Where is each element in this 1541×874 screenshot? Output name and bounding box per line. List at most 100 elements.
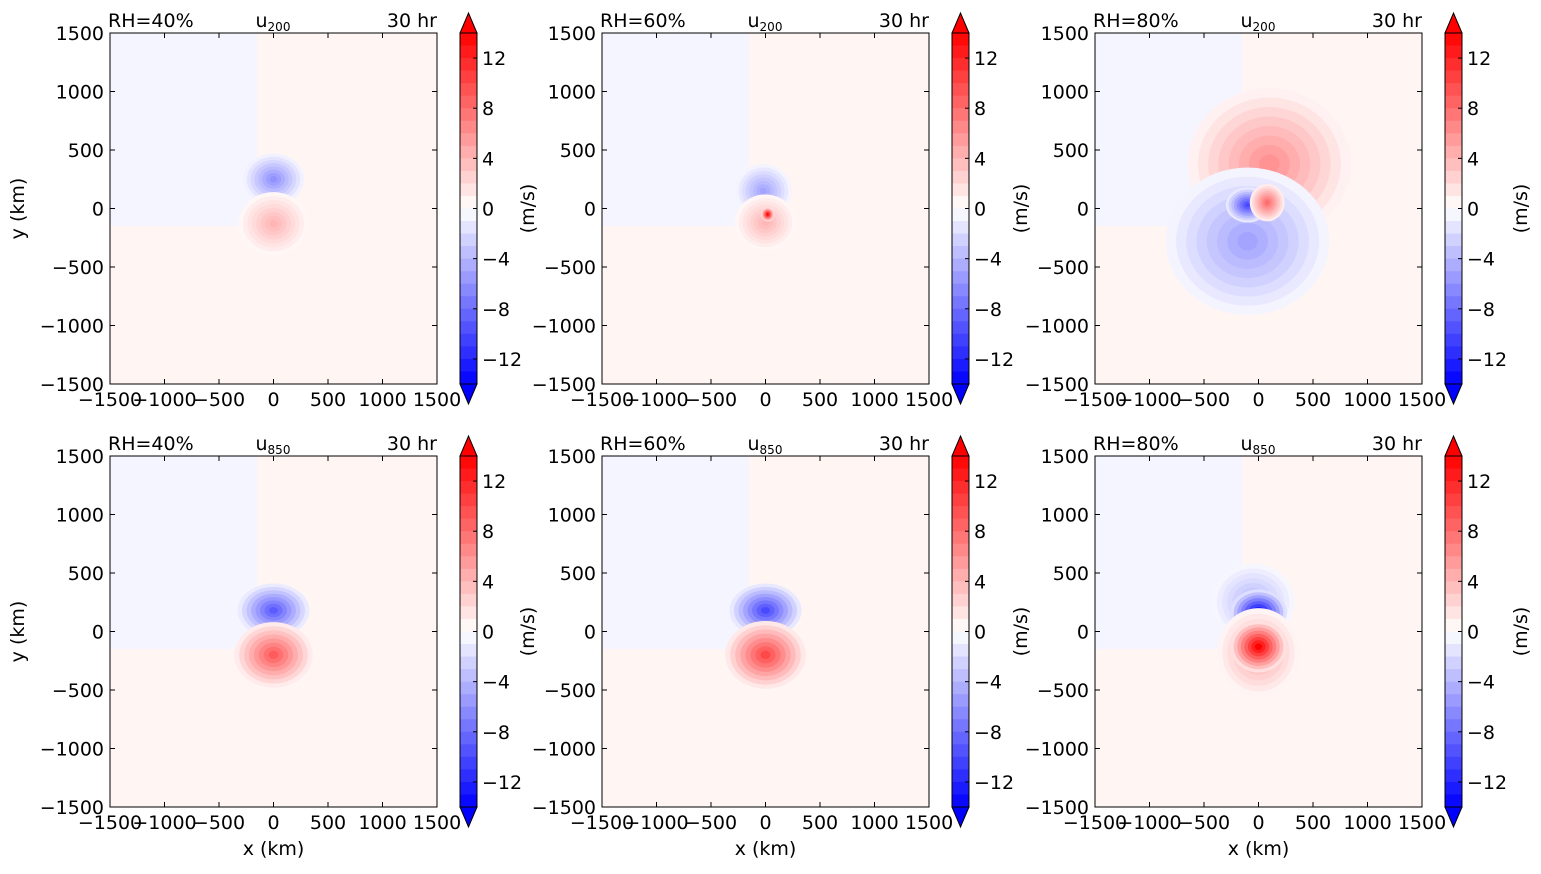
x-tick-label: −1000 xyxy=(624,812,688,834)
x-tick-label: 500 xyxy=(310,812,346,834)
title-left: RH=40% xyxy=(108,10,194,32)
y-tick-label: −1000 xyxy=(1025,316,1089,338)
title-right: 30 hr xyxy=(879,10,929,32)
colorbar-segment xyxy=(1445,593,1462,607)
colorbar-segment xyxy=(1445,456,1462,470)
anomaly-neg-0-level-7 xyxy=(759,187,767,195)
colorbar-segment xyxy=(952,556,969,570)
x-tick-label: 500 xyxy=(1295,812,1331,834)
y-tick-label: −500 xyxy=(544,257,596,279)
y-tick-label: 500 xyxy=(560,563,596,585)
colorbar-segment xyxy=(1445,145,1462,159)
x-tick-label: 1500 xyxy=(1398,389,1446,411)
colorbar-segment xyxy=(1445,221,1462,235)
colorbar-segment xyxy=(952,506,969,520)
x-tick-label: 1500 xyxy=(413,389,461,411)
field-weak-negative xyxy=(110,456,258,650)
title-right: 30 hr xyxy=(879,433,929,455)
y-tick-label: −1500 xyxy=(532,797,596,819)
colorbar-tick-label: −12 xyxy=(974,772,1014,794)
panel-u200-80: −1500−1000−500 0 500 1000 1500150010005000−5… xyxy=(1010,10,1507,411)
y-tick-label: −1500 xyxy=(532,374,596,396)
colorbar-segment xyxy=(460,518,477,532)
anomaly-pos-0-level-7 xyxy=(1259,154,1280,174)
colorbar-segment xyxy=(952,70,969,84)
colorbar-segment xyxy=(460,456,477,470)
colorbar-segment xyxy=(952,271,969,285)
colorbar-tick-label: −12 xyxy=(482,772,522,794)
colorbar-segment xyxy=(952,669,969,683)
colorbar-segment xyxy=(952,481,969,495)
colorbar-tick-label: 4 xyxy=(482,148,494,170)
colorbar-tick-label: 4 xyxy=(974,148,986,170)
y-tick-label: −500 xyxy=(544,680,596,702)
colorbar-extend-max xyxy=(459,11,478,34)
title-center: u850 xyxy=(256,433,291,457)
colorbar-segment xyxy=(460,371,477,385)
colorbar-segment xyxy=(952,518,969,532)
colorbar-tick-label: −8 xyxy=(482,299,510,321)
x-tick-label: −1000 xyxy=(624,389,688,411)
colorbar-segment xyxy=(1445,631,1462,645)
title-center: u200 xyxy=(748,10,783,34)
colorbar-label: (m/s) xyxy=(1010,184,1032,234)
anomaly-pos-3-level-7 xyxy=(1254,643,1263,650)
y-tick-label: −1500 xyxy=(40,797,104,819)
x-tick-label: 0 xyxy=(759,812,771,834)
anomaly-pos-1-level-7 xyxy=(268,650,279,659)
colorbar-segment xyxy=(952,531,969,545)
panel-u850-60: −1500−1000−500 0 500 1000 1500150010005000−5… xyxy=(517,433,1014,860)
colorbar-segment xyxy=(952,694,969,708)
colorbar-segment xyxy=(952,108,969,122)
colorbar-segment xyxy=(460,669,477,683)
colorbar: 12 8 4 0 −4 −8 −12 xyxy=(459,11,522,406)
colorbar-segment xyxy=(460,706,477,720)
colorbar-extend-max xyxy=(459,434,478,457)
colorbar-segment xyxy=(952,258,969,272)
colorbar-segment xyxy=(1445,656,1462,670)
field-layer xyxy=(1095,456,1300,698)
colorbar-segment xyxy=(1445,493,1462,507)
colorbar-segment xyxy=(1445,296,1462,310)
colorbar-segment xyxy=(460,769,477,783)
title-center-subscript: 850 xyxy=(760,443,783,457)
colorbar-segment xyxy=(1445,681,1462,695)
field-layer xyxy=(110,33,309,256)
colorbar-segment xyxy=(952,58,969,72)
x-tick-label: 0 xyxy=(1252,812,1264,834)
colorbar-segment xyxy=(460,493,477,507)
title-right: 30 hr xyxy=(387,433,437,455)
anomaly-neg-0-level-7 xyxy=(761,607,770,614)
colorbar-right-label: (m/s) xyxy=(1510,607,1532,657)
y-tick-label: 1500 xyxy=(1041,23,1089,45)
colorbar-extend-min xyxy=(951,383,970,406)
x-tick-label: 1000 xyxy=(850,812,898,834)
colorbar-segment xyxy=(952,296,969,310)
colorbar-tick-label: 8 xyxy=(1467,521,1479,543)
title-center-base: u xyxy=(1241,10,1253,32)
colorbar-segment xyxy=(460,606,477,620)
colorbar-extend-min xyxy=(459,383,478,406)
colorbar-segment xyxy=(1445,170,1462,184)
colorbar-segment xyxy=(460,321,477,335)
colorbar-tick-label: −4 xyxy=(974,672,1002,694)
title-right: 30 hr xyxy=(387,10,437,32)
colorbar-segment xyxy=(952,681,969,695)
title-left: RH=40% xyxy=(108,433,194,455)
colorbar-segment xyxy=(952,493,969,507)
colorbar-segment xyxy=(952,606,969,620)
colorbar-segment xyxy=(460,731,477,745)
y-tick-label: −1500 xyxy=(1025,797,1089,819)
colorbar-segment xyxy=(1445,133,1462,147)
y-tick-label: −1000 xyxy=(532,739,596,761)
colorbar-extend-min xyxy=(951,806,970,829)
panel-u850-80: −1500−1000−500 0 500 1000 1500150010005000−5… xyxy=(1010,433,1507,860)
colorbar-segment xyxy=(1445,581,1462,595)
y-tick-label: 0 xyxy=(1077,622,1089,644)
x-tick-label: 1000 xyxy=(358,812,406,834)
colorbar-segment xyxy=(460,208,477,222)
field-layer xyxy=(110,456,313,688)
colorbar-segment xyxy=(952,183,969,197)
colorbar-segment xyxy=(952,45,969,59)
colorbar-segment xyxy=(952,581,969,595)
